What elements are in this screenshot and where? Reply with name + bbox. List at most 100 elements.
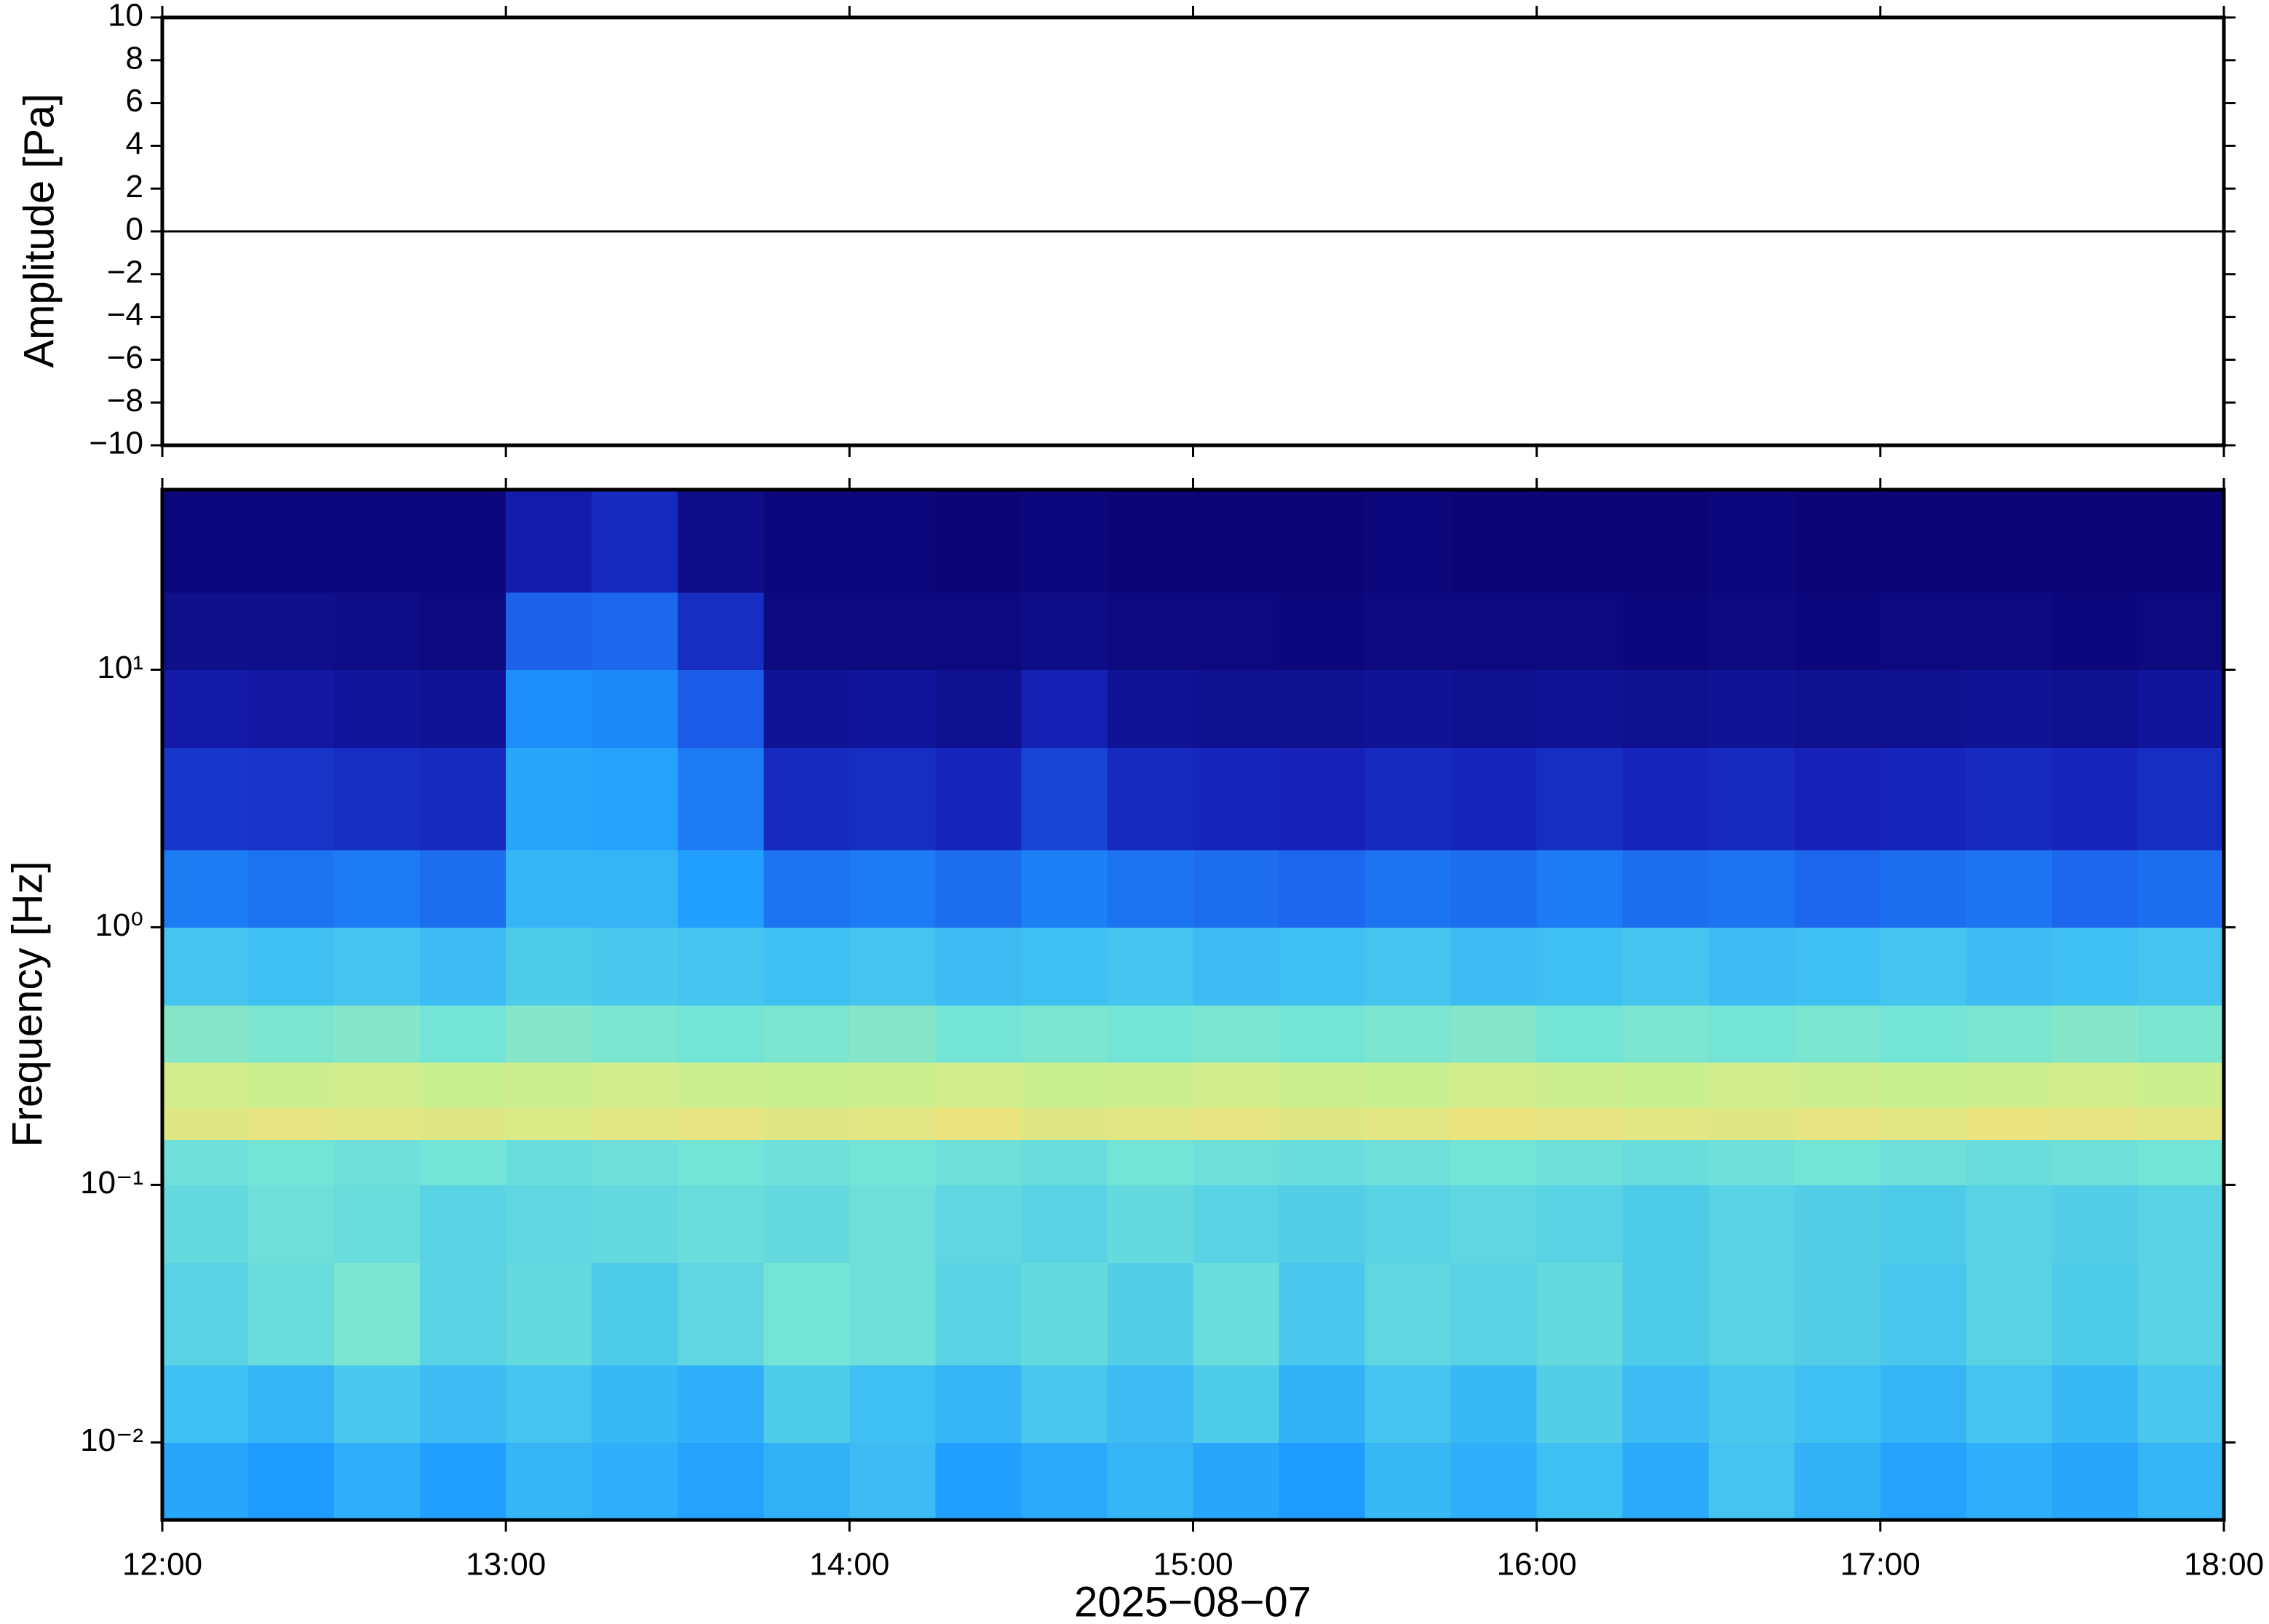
heatmap-cell xyxy=(162,1107,249,1140)
heatmap-cell xyxy=(592,1062,679,1108)
heatmap-cell xyxy=(849,927,937,1006)
heatmap-cell xyxy=(1794,1062,1881,1108)
heatmap-cell xyxy=(1193,1005,1280,1063)
y-tick-label: −8 xyxy=(107,383,143,418)
x-tick-label: 16:00 xyxy=(1497,1547,1577,1583)
heatmap-cell xyxy=(1880,1062,1967,1108)
heatmap-cell xyxy=(763,592,851,671)
heatmap-cell xyxy=(1193,1185,1280,1263)
heatmap-cell xyxy=(592,1107,679,1140)
heatmap-cell xyxy=(677,1139,765,1186)
heatmap-cell xyxy=(248,747,335,851)
heatmap-cell xyxy=(420,592,506,671)
heatmap-cell xyxy=(1966,1364,2053,1444)
heatmap-cell xyxy=(1193,490,1280,593)
heatmap-cell xyxy=(1880,849,1967,928)
heatmap-cell xyxy=(420,1262,506,1366)
heatmap-cell xyxy=(1966,747,2053,851)
heatmap-cell xyxy=(1107,1262,1194,1366)
heatmap-cell xyxy=(1622,1005,1709,1063)
heatmap-cell xyxy=(506,1364,593,1444)
heatmap-cell xyxy=(248,1185,335,1263)
heatmap-cell xyxy=(677,747,765,851)
heatmap-cell xyxy=(1536,927,1624,1006)
heatmap-cell xyxy=(1021,1107,1108,1140)
heatmap-cell xyxy=(248,669,335,748)
heatmap-cell xyxy=(1021,1139,1108,1186)
heatmap-cell xyxy=(1450,747,1538,851)
heatmap-cell xyxy=(1450,592,1538,671)
heatmap-cell xyxy=(1021,592,1108,671)
heatmap-cell xyxy=(420,1185,506,1263)
heatmap-cell xyxy=(1021,927,1108,1006)
y-axis-label: Amplitude [Pa] xyxy=(15,93,63,367)
heatmap-cell xyxy=(592,747,679,851)
heatmap-cell xyxy=(420,747,506,851)
x-tick-label: 12:00 xyxy=(122,1547,202,1583)
heatmap-cell xyxy=(677,669,765,748)
heatmap-cell xyxy=(849,592,937,671)
heatmap-cell xyxy=(1794,747,1881,851)
heatmap-cell xyxy=(677,1005,765,1063)
heatmap-cell xyxy=(1364,669,1452,748)
heatmap-cell xyxy=(935,669,1022,748)
heatmap-cell xyxy=(1622,1107,1709,1140)
heatmap-cell xyxy=(763,1442,851,1521)
heatmap-cell xyxy=(506,1185,593,1263)
heatmap-cell xyxy=(334,1107,421,1140)
heatmap-cell xyxy=(2051,1005,2139,1063)
heatmap-cell xyxy=(1622,1442,1709,1521)
heatmap-cell xyxy=(2137,927,2225,1006)
heatmap-cell xyxy=(1536,1185,1624,1263)
heatmap-cell xyxy=(334,669,421,748)
heatmap-cell xyxy=(1966,1107,2053,1140)
heatmap-cell xyxy=(1708,849,1795,928)
heatmap-cell xyxy=(1450,1442,1538,1521)
heatmap-cell xyxy=(1794,1185,1881,1263)
heatmap-cell xyxy=(849,490,937,593)
heatmap-cell xyxy=(334,1364,421,1444)
heatmap-cell xyxy=(1536,1139,1624,1186)
heatmap-cell xyxy=(1622,1262,1709,1366)
heatmap-cell xyxy=(1364,1005,1452,1063)
heatmap-cell xyxy=(1536,747,1624,851)
heatmap-cell xyxy=(1450,1062,1538,1108)
heatmap-cell xyxy=(935,1364,1022,1444)
x-tick-label: 14:00 xyxy=(809,1547,889,1583)
heatmap-cell xyxy=(1622,849,1709,928)
heatmap-cell xyxy=(1193,927,1280,1006)
heatmap-cell xyxy=(1794,490,1881,593)
heatmap-cell xyxy=(763,1262,851,1366)
heatmap-cell xyxy=(1536,1364,1624,1444)
heatmap-cell xyxy=(1279,927,1366,1006)
heatmap-cell xyxy=(2137,1364,2225,1444)
heatmap-cell xyxy=(763,1062,851,1108)
heatmap-cell xyxy=(248,592,335,671)
heatmap-cell xyxy=(2051,747,2139,851)
heatmap-cell xyxy=(1193,1107,1280,1140)
y-tick-label: 8 xyxy=(126,40,143,76)
heatmap-cell xyxy=(162,927,249,1006)
heatmap-cell xyxy=(849,747,937,851)
heatmap-cell xyxy=(763,1185,851,1263)
heatmap-cell xyxy=(1794,1364,1881,1444)
heatmap-cell xyxy=(506,747,593,851)
heatmap-cell xyxy=(1107,1442,1194,1521)
heatmap-cell xyxy=(506,1107,593,1140)
heatmap-cell xyxy=(1536,669,1624,748)
heatmap-cell xyxy=(849,1262,937,1366)
heatmap-cell xyxy=(849,1185,937,1263)
heatmap-cell xyxy=(420,927,506,1006)
heatmap-cell xyxy=(506,849,593,928)
heatmap-cell xyxy=(248,927,335,1006)
heatmap-cell xyxy=(248,1442,335,1521)
heatmap-cell xyxy=(1279,1442,1366,1521)
heatmap-cell xyxy=(1021,747,1108,851)
heatmap-cell xyxy=(849,849,937,928)
heatmap-cell xyxy=(935,1107,1022,1140)
heatmap-cell xyxy=(592,1442,679,1521)
heatmap-cell xyxy=(849,1442,937,1521)
heatmap-cell xyxy=(1279,849,1366,928)
heatmap-cell xyxy=(1279,669,1366,748)
heatmap-cell xyxy=(1880,592,1967,671)
